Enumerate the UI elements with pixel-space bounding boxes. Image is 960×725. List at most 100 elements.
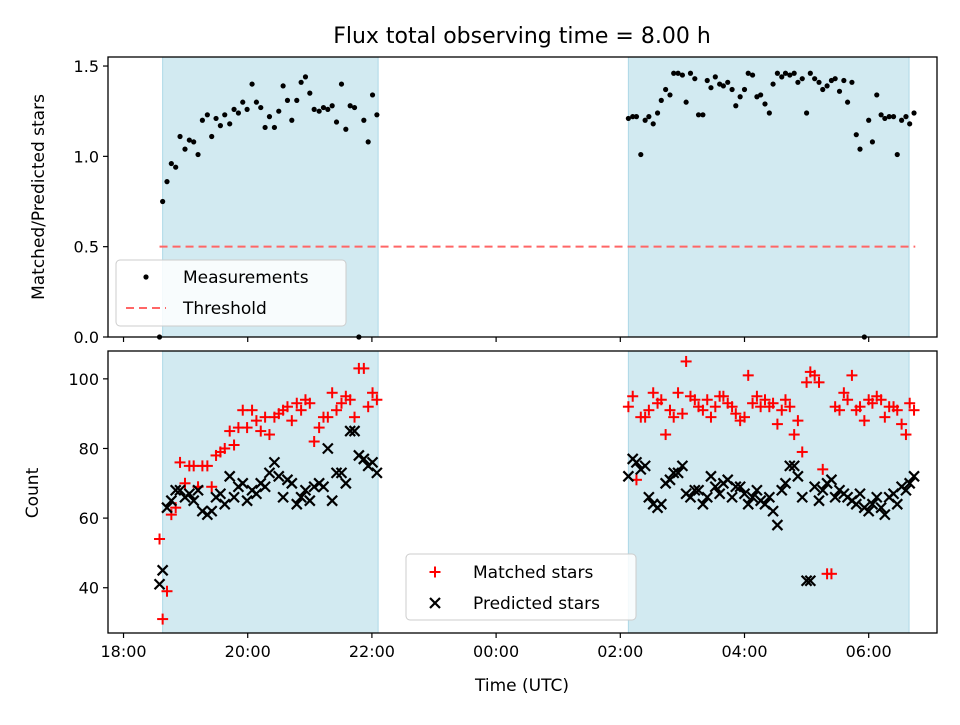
measurement-point: [824, 83, 830, 89]
measurement-point: [280, 83, 286, 89]
x-stroke-b: [218, 498, 231, 510]
measurement-point: [866, 117, 872, 123]
x-stroke-b: [742, 498, 755, 510]
measurement-point: [841, 77, 847, 84]
matched-star-point: [771, 418, 783, 430]
predicted-star-point: [779, 477, 792, 490]
matched-star-point: [900, 429, 912, 441]
measurement-point: [745, 70, 751, 76]
x-stroke-b: [667, 467, 680, 479]
matched-star-point: [726, 401, 738, 413]
measurements-series: [156, 70, 917, 340]
matched-star-point: [174, 456, 186, 468]
matched-star-point: [908, 404, 920, 416]
x-stroke-b: [299, 484, 312, 497]
x-stroke-b: [344, 425, 356, 437]
matched-star-point: [697, 404, 709, 416]
predicted-star-point: [705, 470, 717, 483]
predicted-star-point: [667, 467, 680, 479]
measurement-point: [333, 119, 340, 125]
x-stroke-b: [290, 498, 303, 510]
predicted-star-point: [317, 480, 330, 493]
predicted-star-point: [322, 442, 334, 455]
x-stroke-b: [692, 484, 705, 497]
predicted-star-point: [734, 480, 746, 493]
measurement-point: [849, 79, 855, 85]
measurement-point: [692, 76, 698, 82]
x-stroke-b: [272, 470, 285, 483]
predicted-star-point: [697, 498, 709, 510]
measurement-point: [217, 123, 223, 129]
measurement-point: [844, 99, 851, 105]
x-tick-label: 00:00: [473, 642, 519, 661]
matched-star-point: [655, 394, 667, 406]
measurement-point: [320, 104, 327, 111]
predicted-star-point: [767, 505, 779, 517]
matched-star-point: [767, 397, 779, 409]
measurement-point: [227, 121, 233, 127]
x-stroke-b: [862, 505, 875, 517]
matched-star-point: [875, 394, 887, 406]
measurement-point: [733, 103, 739, 109]
predicted-star-point: [348, 425, 361, 437]
matched-star-point: [179, 477, 191, 489]
predicted-star-point: [689, 484, 701, 497]
measurement-point: [832, 76, 838, 82]
x-stroke-b: [771, 519, 784, 531]
x-stroke-b: [767, 505, 779, 517]
x-stroke-b: [335, 467, 348, 479]
y-tick-label: 0.0: [74, 328, 99, 347]
ratio-y-axis-label: Matched/Predicted stars: [29, 94, 49, 300]
measurement-point: [351, 104, 358, 111]
x-stroke-b: [816, 484, 829, 497]
matched-star-point: [896, 418, 908, 430]
measurement-point: [704, 77, 710, 84]
x-stroke-b: [870, 491, 883, 504]
measurement-point: [725, 79, 731, 85]
x-stroke-b: [796, 491, 809, 504]
predicted-star-point: [286, 477, 298, 490]
measurement-point: [276, 108, 282, 114]
measurement-point: [683, 99, 689, 105]
measurement-point: [671, 70, 677, 76]
count-legend-box: [405, 553, 637, 621]
measurement-point: [195, 151, 201, 158]
measurement-point: [758, 92, 764, 98]
measurement-point: [799, 76, 805, 82]
x-stroke-b: [187, 494, 200, 507]
measurement-point: [182, 146, 188, 152]
x-stroke-b: [153, 578, 166, 591]
matched-star-point: [639, 411, 651, 423]
observing-windows: [162, 56, 910, 338]
x-stroke-b: [643, 491, 655, 504]
matched-star-point: [858, 415, 870, 427]
matched-star-point: [701, 394, 713, 406]
matched-star-point: [224, 425, 236, 437]
matched-star-point: [263, 429, 275, 441]
x-stroke-b: [672, 467, 684, 479]
x-stroke-b: [192, 484, 204, 497]
matched-star-point: [304, 397, 316, 409]
x-stroke-b: [854, 487, 866, 500]
observing-window: [627, 350, 910, 634]
measurement-point: [191, 139, 197, 145]
measurement-point: [787, 72, 793, 78]
measurement-point: [770, 81, 776, 87]
matched-star-point: [622, 401, 634, 413]
predicted-star-point: [358, 453, 370, 465]
predicted-stars-legend-marker: [429, 597, 441, 609]
measurement-point: [361, 117, 367, 123]
predicted-star-point: [183, 487, 196, 500]
predicted-star-point: [796, 491, 809, 504]
x-stroke-b: [259, 480, 271, 493]
matched-star-point: [281, 401, 293, 413]
matched-star-point: [779, 394, 791, 406]
predicted-star-point: [792, 470, 804, 483]
predicted-star-point: [808, 480, 821, 493]
measurement-point: [820, 86, 826, 93]
measurement-point: [720, 83, 726, 89]
predicted-star-point: [630, 456, 643, 469]
predicted-star-point: [676, 460, 689, 472]
measurements-legend-label: Measurements: [183, 268, 309, 288]
matched-star-point: [161, 585, 173, 597]
